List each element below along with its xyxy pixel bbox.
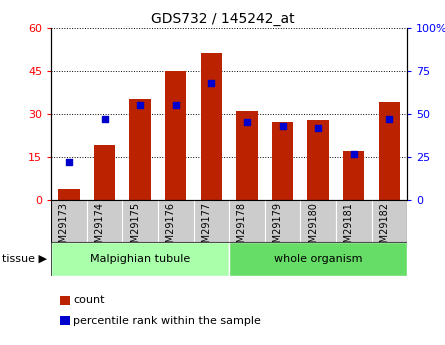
Point (386, 116, 393, 122)
Bar (122, 200, 158, 242)
Text: GSM29173: GSM29173 (59, 202, 69, 255)
Bar (194, 200, 229, 242)
Text: GSM29174: GSM29174 (95, 202, 105, 255)
Point (137, 102, 144, 108)
Bar (300, 200, 336, 242)
Bar (272, 122, 293, 200)
Bar (51, 200, 87, 242)
Text: Malpighian tubule: Malpighian tubule (90, 254, 190, 264)
Bar (58, 189, 80, 200)
Text: GSM29181: GSM29181 (344, 202, 354, 255)
Bar (379, 102, 400, 200)
Text: GSM29182: GSM29182 (380, 202, 389, 255)
Bar (87, 200, 122, 242)
Point (65, 159, 73, 165)
Point (101, 116, 108, 122)
Bar (236, 111, 258, 200)
Bar (307, 120, 329, 200)
Point (350, 151, 357, 156)
Bar (229, 200, 265, 242)
Point (208, 80, 215, 86)
Text: whole organism: whole organism (274, 254, 362, 264)
Text: GSM29176: GSM29176 (166, 202, 176, 255)
Bar (51, 241, 229, 276)
Text: percentile rank within the sample: percentile rank within the sample (73, 316, 261, 326)
Bar (372, 200, 407, 242)
Point (172, 102, 179, 108)
Text: tissue ▶: tissue ▶ (2, 254, 47, 264)
Point (243, 120, 251, 125)
Bar (343, 151, 364, 200)
Bar (129, 99, 151, 200)
Text: GSM29177: GSM29177 (202, 202, 211, 255)
Text: GSM29178: GSM29178 (237, 202, 247, 255)
Point (279, 123, 286, 129)
Point (315, 125, 322, 130)
Text: GSM29175: GSM29175 (130, 202, 140, 255)
Text: GSM29179: GSM29179 (273, 202, 283, 255)
Bar (158, 200, 194, 242)
Text: GDS732 / 145242_at: GDS732 / 145242_at (151, 12, 294, 26)
Bar (265, 200, 300, 242)
Bar (229, 241, 407, 276)
Bar (165, 71, 186, 200)
Text: GSM29180: GSM29180 (308, 202, 318, 255)
Bar (201, 53, 222, 200)
Bar (336, 200, 372, 242)
Text: count: count (73, 295, 105, 305)
Bar (94, 146, 115, 200)
